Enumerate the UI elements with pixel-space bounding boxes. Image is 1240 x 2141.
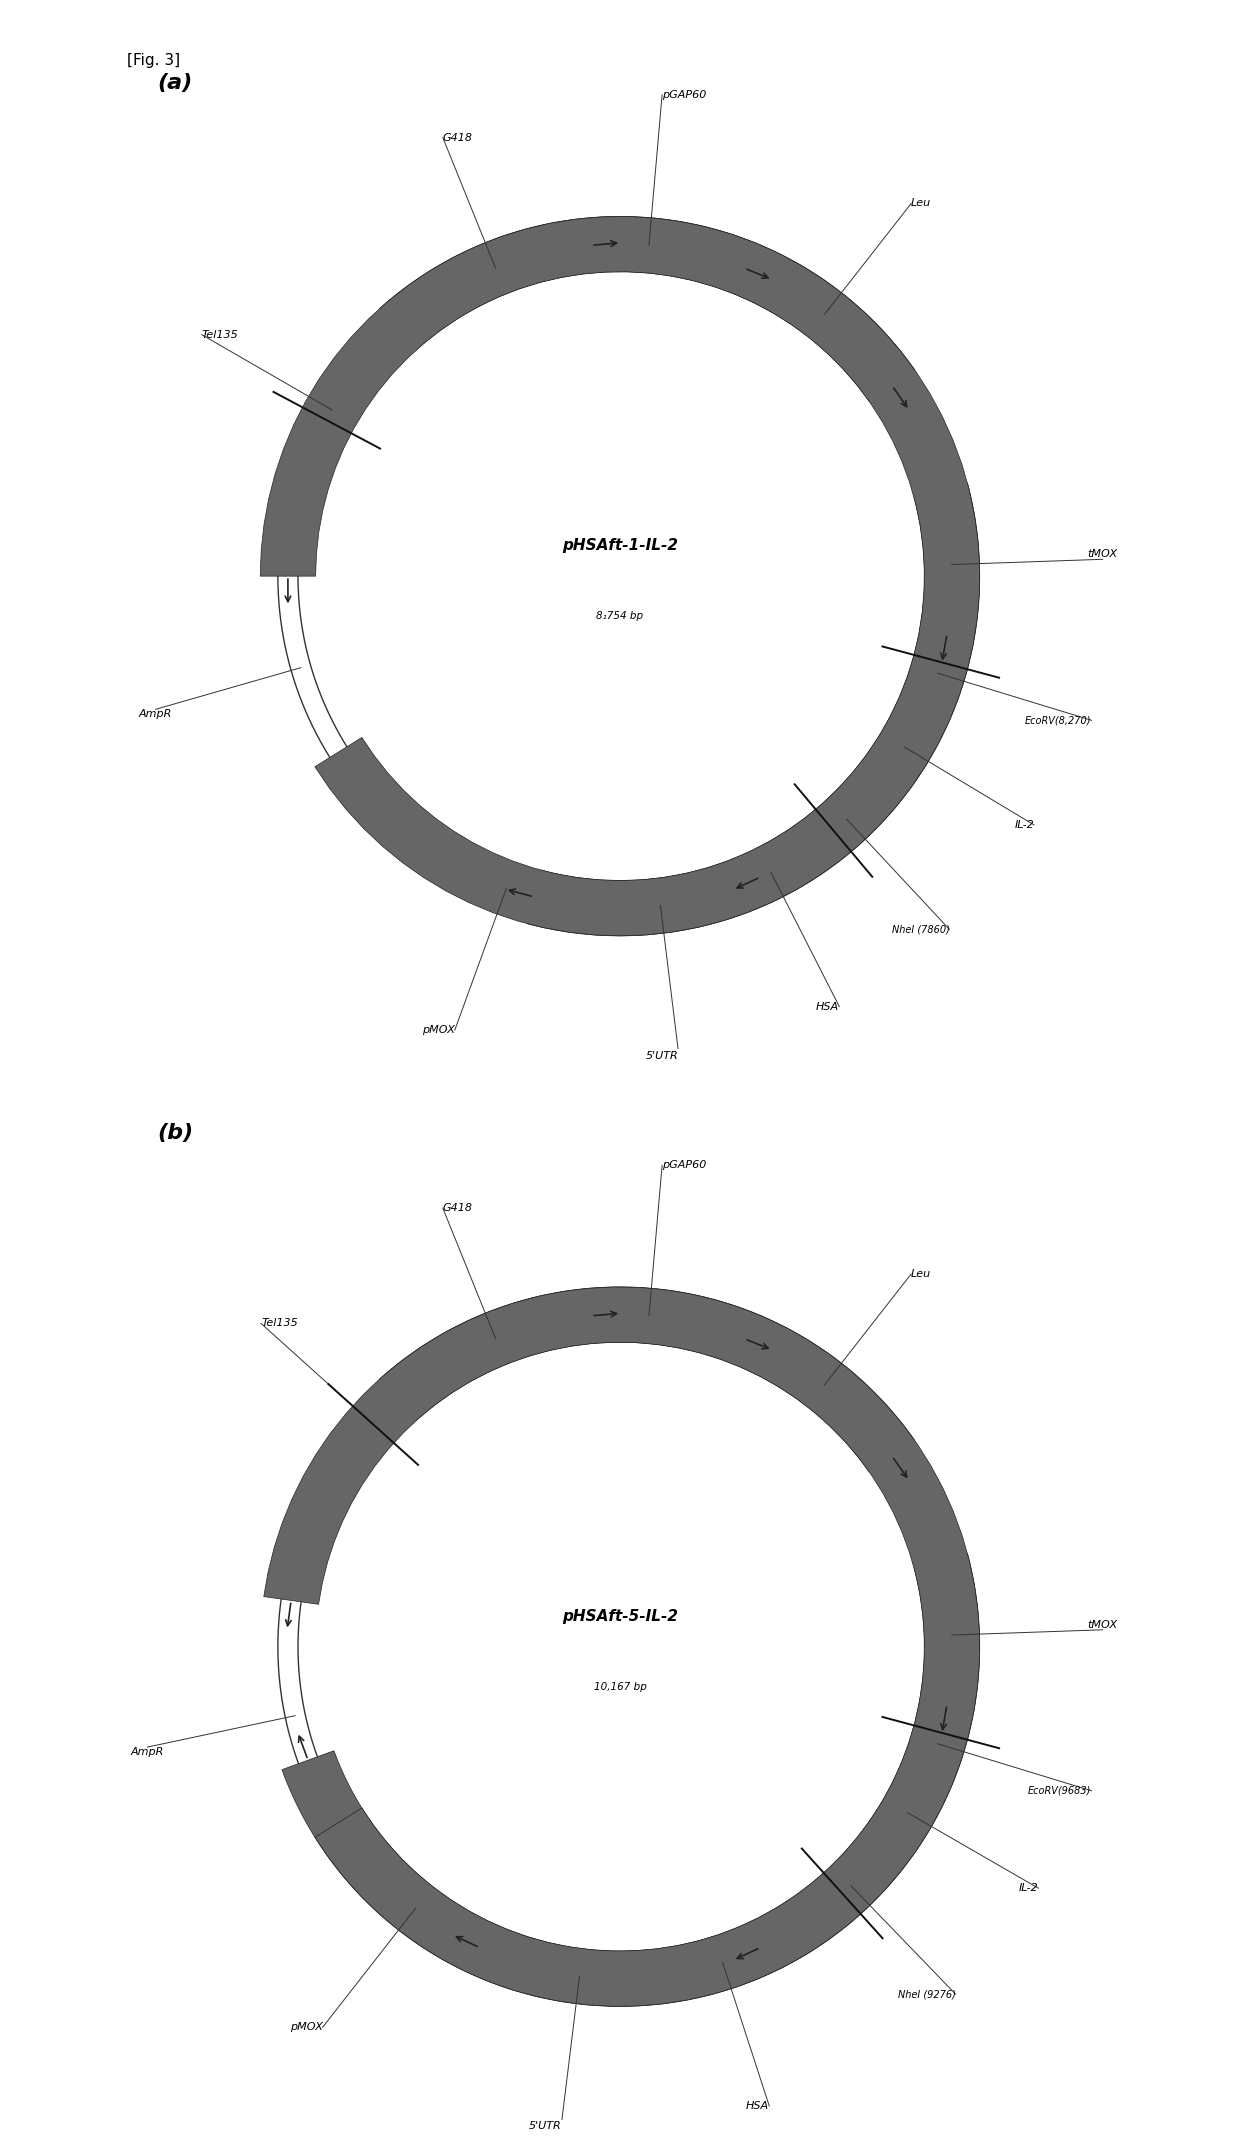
Text: tMOX: tMOX xyxy=(1087,1621,1117,1629)
Text: HSA: HSA xyxy=(816,1002,839,1011)
Polygon shape xyxy=(589,1287,755,1364)
Polygon shape xyxy=(914,1554,980,1709)
Text: HSA: HSA xyxy=(746,2100,769,2111)
Text: pGAP60: pGAP60 xyxy=(662,1160,707,1171)
Text: 5'UTR: 5'UTR xyxy=(646,1051,678,1060)
Text: (a): (a) xyxy=(157,73,192,92)
Text: Leu: Leu xyxy=(911,1270,931,1278)
Text: pHSAft-5-IL-2: pHSAft-5-IL-2 xyxy=(562,1608,678,1625)
Text: pMOX: pMOX xyxy=(290,2023,322,2032)
Text: (b): (b) xyxy=(157,1124,193,1143)
Polygon shape xyxy=(527,852,773,936)
Text: pMOX: pMOX xyxy=(422,1026,455,1034)
Text: 5'UTR: 5'UTR xyxy=(528,2122,562,2130)
Text: G418: G418 xyxy=(443,133,472,143)
Text: Tel135: Tel135 xyxy=(262,1319,298,1327)
Text: pGAP60: pGAP60 xyxy=(662,90,707,101)
Text: 10,167 bp: 10,167 bp xyxy=(594,1683,646,1691)
Polygon shape xyxy=(264,1287,980,2006)
Polygon shape xyxy=(914,484,980,638)
Text: [Fig. 3]: [Fig. 3] xyxy=(126,54,180,69)
Polygon shape xyxy=(734,1312,915,1473)
Text: tMOX: tMOX xyxy=(1087,550,1117,559)
Polygon shape xyxy=(379,218,594,349)
Polygon shape xyxy=(734,242,915,403)
Text: 8₁754 bp: 8₁754 bp xyxy=(596,612,644,621)
Text: EcoRV(8,270): EcoRV(8,270) xyxy=(1025,715,1091,726)
Polygon shape xyxy=(260,216,980,936)
Text: G418: G418 xyxy=(443,1203,472,1214)
Text: AmpR: AmpR xyxy=(139,709,172,719)
Text: NheI (9276): NheI (9276) xyxy=(898,1989,956,2000)
Text: Leu: Leu xyxy=(911,199,931,208)
Polygon shape xyxy=(281,1751,491,1972)
Text: NheI (7860): NheI (7860) xyxy=(892,925,950,933)
Polygon shape xyxy=(379,1289,594,1419)
Polygon shape xyxy=(749,1700,975,1972)
Text: pHSAft-1-IL-2: pHSAft-1-IL-2 xyxy=(562,537,678,555)
Polygon shape xyxy=(749,629,975,901)
Text: Tel135: Tel135 xyxy=(202,330,238,340)
Polygon shape xyxy=(589,216,755,293)
Polygon shape xyxy=(467,1923,773,2006)
Text: IL-2: IL-2 xyxy=(1014,820,1034,831)
Text: IL-2: IL-2 xyxy=(1018,1884,1038,1893)
Text: EcoRV(9683): EcoRV(9683) xyxy=(1028,1786,1091,1796)
Text: AmpR: AmpR xyxy=(131,1747,164,1758)
